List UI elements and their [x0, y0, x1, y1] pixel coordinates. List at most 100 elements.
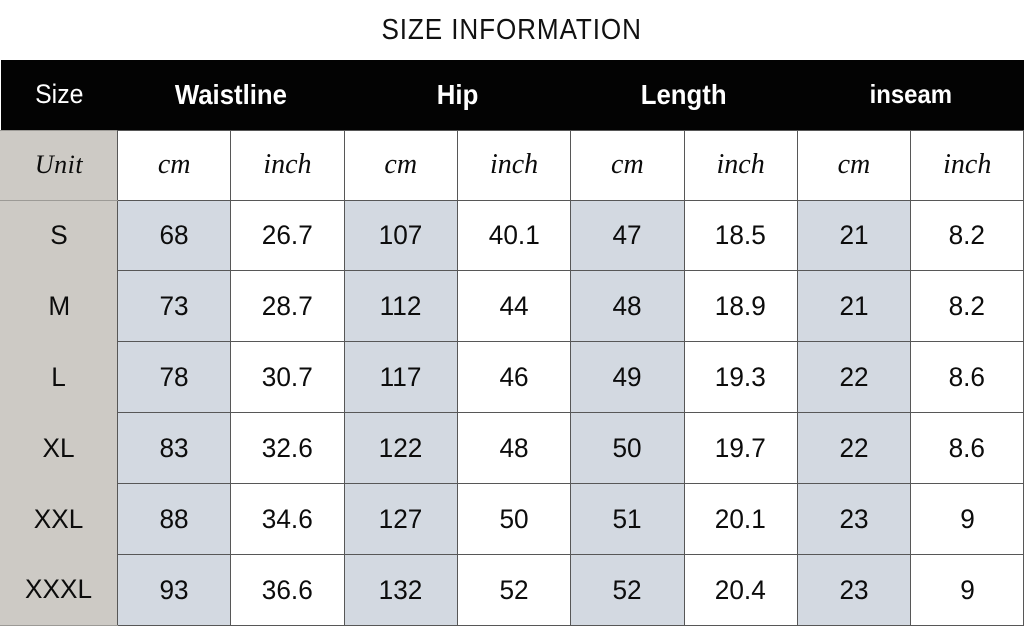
cell-value: 112	[379, 290, 422, 321]
cell-length-cm: 51	[570, 483, 685, 556]
cell-length-cm: 49	[570, 341, 685, 414]
cell-waistline-cm: 93	[116, 554, 232, 626]
cell-value: 21	[839, 290, 869, 321]
cell-value: 50	[499, 503, 529, 534]
cell-value: 50	[612, 432, 642, 463]
cell-inseam-inch: 9	[910, 483, 1024, 556]
cell-value: 19.3	[715, 361, 767, 392]
row-size-cell: M	[0, 270, 118, 342]
unit-label: inch	[489, 149, 539, 180]
cell-value: 23	[839, 503, 869, 534]
cell-inseam-cm: 22	[796, 412, 912, 485]
row-size-label: M	[48, 290, 70, 321]
size-table: Size Waistline Hip Length inseam Unit	[0, 60, 1024, 626]
cell-value: 34.6	[261, 503, 313, 534]
unit-label: cm	[837, 149, 871, 180]
column-header-hip: Hip	[344, 60, 571, 130]
cell-value: 22	[839, 432, 869, 463]
cell-value: 132	[378, 574, 423, 605]
unit-label: inch	[943, 149, 992, 180]
cell-hip-cm: 122	[343, 412, 458, 485]
unit-cell-waistline-cm: cm	[116, 129, 232, 201]
cell-value: 48	[612, 290, 642, 321]
cell-value: 40.1	[488, 219, 540, 250]
cell-waistline-cm: 73	[116, 270, 232, 343]
cell-inseam-cm: 21	[796, 199, 912, 272]
row-size-label: XL	[42, 432, 76, 463]
cell-value: 19.7	[715, 432, 767, 463]
cell-value: 21	[839, 219, 869, 250]
row-size-label: L	[51, 361, 67, 392]
cell-value: 88	[159, 503, 189, 534]
cell-hip-cm: 132	[343, 554, 458, 626]
title-band: SIZE INFORMATION	[0, 0, 1024, 60]
cell-value: 30.7	[261, 361, 313, 392]
cell-length-cm: 48	[570, 270, 685, 343]
unit-row-label-cell: Unit	[0, 129, 118, 201]
cell-value: 20.1	[715, 503, 767, 534]
cell-inseam-cm: 21	[796, 270, 912, 343]
row-size-cell: XXXL	[0, 554, 118, 626]
cell-length-inch: 19.7	[683, 412, 798, 485]
cell-value: 107	[378, 219, 423, 250]
unit-cell-length-inch: inch	[683, 129, 798, 201]
column-header-waistline: Waistline	[117, 60, 345, 130]
unit-row: Unit cm inch cm inch cm inch	[0, 129, 1024, 201]
cell-value: 73	[159, 290, 189, 321]
cell-value: 127	[378, 503, 423, 534]
column-header-waistline-label: Waistline	[174, 78, 287, 110]
unit-cell-length-cm: cm	[570, 129, 685, 201]
cell-waistline-inch: 36.6	[230, 554, 345, 626]
cell-value: 36.6	[261, 574, 313, 605]
row-size-cell: S	[0, 199, 118, 271]
table-body: S 68 26.7 107 40.1 47 18.5 21 8.2 M 73 2…	[0, 199, 1024, 626]
page-title: SIZE INFORMATION	[381, 13, 643, 46]
cell-hip-cm: 107	[343, 199, 458, 272]
cell-hip-inch: 44	[456, 270, 572, 343]
cell-inseam-inch: 8.6	[910, 341, 1024, 414]
cell-value: 83	[159, 432, 189, 463]
column-header-inseam: inseam	[797, 60, 1024, 130]
unit-cell-hip-cm: cm	[343, 129, 458, 201]
cell-value: 52	[612, 574, 642, 605]
cell-value: 47	[612, 219, 642, 250]
table-row: S 68 26.7 107 40.1 47 18.5 21 8.2	[0, 199, 1024, 272]
table-row: XXL 88 34.6 127 50 51 20.1 23 9	[0, 483, 1024, 556]
cell-value: 9	[959, 503, 975, 534]
cell-hip-inch: 50	[456, 483, 572, 556]
cell-value: 52	[499, 574, 529, 605]
cell-value: 68	[159, 219, 189, 250]
row-size-label: S	[50, 220, 68, 251]
unit-cell-waistline-inch: inch	[230, 129, 345, 201]
cell-waistline-inch: 28.7	[230, 270, 345, 343]
row-size-label: XXL	[34, 503, 84, 534]
cell-value: 23	[839, 574, 869, 605]
cell-inseam-cm: 22	[796, 341, 912, 414]
cell-value: 122	[378, 432, 423, 463]
unit-label: cm	[157, 149, 191, 180]
cell-inseam-inch: 8.6	[910, 412, 1024, 485]
row-size-cell: L	[0, 341, 118, 413]
cell-value: 32.6	[261, 432, 313, 463]
cell-value: 8.6	[949, 432, 986, 463]
cell-length-inch: 18.9	[683, 270, 798, 343]
column-header-size: Size	[0, 60, 118, 130]
cell-waistline-cm: 83	[116, 412, 232, 485]
cell-length-cm: 47	[570, 199, 685, 272]
cell-length-inch: 20.1	[683, 483, 798, 556]
cell-hip-inch: 40.1	[456, 199, 572, 272]
unit-label: cm	[611, 149, 644, 180]
column-header-length-label: Length	[641, 78, 727, 110]
cell-value: 8.6	[949, 361, 986, 392]
cell-value: 46	[499, 361, 529, 392]
unit-label: inch	[263, 149, 312, 180]
cell-value: 78	[159, 361, 189, 392]
unit-row-label: Unit	[34, 150, 84, 179]
table-row: L 78 30.7 117 46 49 19.3 22 8.6	[0, 341, 1024, 414]
cell-value: 93	[159, 574, 189, 605]
cell-value: 8.2	[949, 290, 986, 321]
cell-inseam-inch: 9	[910, 554, 1024, 626]
unit-label: inch	[716, 149, 765, 180]
cell-waistline-inch: 30.7	[230, 341, 345, 414]
